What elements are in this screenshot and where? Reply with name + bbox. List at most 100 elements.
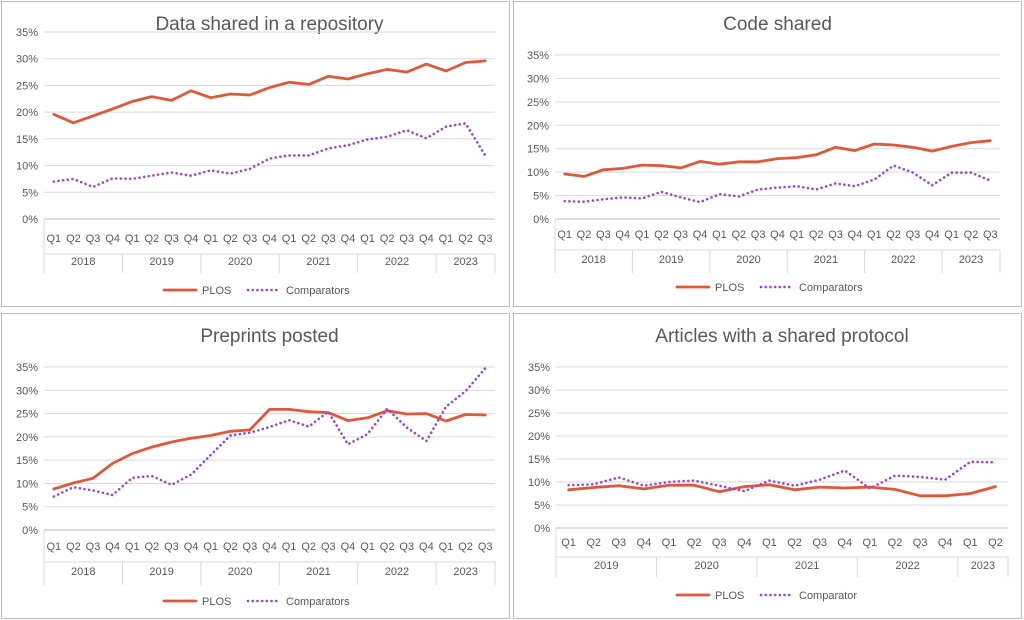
year-label: 2021 xyxy=(814,254,838,266)
chart-preprints-svg: Preprints posted 0% 5% 10% 15% 20% 25% 30% 35% Q1… xyxy=(16,326,496,608)
x-tick-label: Q4 xyxy=(184,233,199,245)
year-label: 2020 xyxy=(228,566,252,578)
chart-data-shared-svg: Data shared in a repository 0% 5% 10% 15% 20%… xyxy=(16,14,496,297)
y-tick-label: 35% xyxy=(528,362,550,374)
x-tick-label: Q3 xyxy=(321,233,336,245)
x-tick-label: Q4 xyxy=(848,229,863,241)
year-label: 2020 xyxy=(228,256,252,268)
y-tick-label: 25% xyxy=(16,409,38,421)
x-tick-label: Q3 xyxy=(399,541,414,553)
series-line-plos xyxy=(563,139,992,178)
x-tick-label: Q1 xyxy=(762,537,777,549)
year-label: 2019 xyxy=(659,254,683,266)
x-tick-label: Q3 xyxy=(983,229,998,241)
x-tick-label: Q2 xyxy=(458,233,473,245)
x-tick-label: Q3 xyxy=(86,233,101,245)
y-tick-label: 30% xyxy=(16,54,38,66)
x-tick-label: Q2 xyxy=(223,541,238,553)
y-tick-label: 20% xyxy=(16,107,38,119)
chart-panel-protocol: Articles with a shared protocol 0% 5% 10% 15… xyxy=(513,313,1022,619)
x-tick-label: Q4 xyxy=(262,233,277,245)
chart-panel-code-shared: Code shared 0% 5% 10% 15% 20% 25% 30% 35% Q1 Q2 Q3 Q… xyxy=(513,1,1022,307)
y-tick-label: 30% xyxy=(16,385,38,397)
y-tick-label: 5% xyxy=(22,187,38,199)
legend-label: Comparator xyxy=(799,590,857,602)
x-tick-label: Q2 xyxy=(66,233,81,245)
year-label: 2022 xyxy=(385,256,409,268)
x-tick-label: Q3 xyxy=(913,537,928,549)
x-tick-label: Q3 xyxy=(712,537,727,549)
x-tick-label: Q1 xyxy=(439,541,454,553)
y-tick-label: 35% xyxy=(527,50,549,62)
x-tick-label: Q3 xyxy=(611,537,626,549)
x-tick-label: Q4 xyxy=(419,233,434,245)
series-line-comparators xyxy=(52,367,487,498)
x-tick-label: Q4 xyxy=(925,229,940,241)
y-tick-label: 5% xyxy=(22,502,38,514)
y-tick-label: 35% xyxy=(16,362,38,374)
x-tick-label: Q2 xyxy=(886,229,901,241)
legend-label: PLOS xyxy=(715,282,744,294)
x-tick-label: Q3 xyxy=(828,229,843,241)
x-tick-label: Q3 xyxy=(164,233,179,245)
x-tick-label: Q3 xyxy=(596,229,611,241)
x-tick-label: Q2 xyxy=(731,229,746,241)
x-tick-label: Q1 xyxy=(963,537,978,549)
x-tick-label: Q1 xyxy=(125,541,140,553)
x-tick-label: Q4 xyxy=(184,541,199,553)
y-tick-label: 0% xyxy=(22,525,38,537)
x-tick-label: Q2 xyxy=(66,541,81,553)
x-tick-label: Q3 xyxy=(321,541,336,553)
chart-title: Preprints posted xyxy=(200,326,338,347)
y-tick-label: 15% xyxy=(16,134,38,146)
y-tick-label: 35% xyxy=(16,27,38,39)
chart-panel-preprints: Preprints posted 0% 5% 10% 15% 20% 25% 30% 35% Q1… xyxy=(1,313,510,619)
x-tick-label: Q4 xyxy=(105,541,120,553)
x-tick-label: Q1 xyxy=(360,233,375,245)
year-label: 2021 xyxy=(795,560,819,572)
x-tick-label: Q2 xyxy=(301,233,316,245)
x-tick-label: Q3 xyxy=(478,233,493,245)
x-tick-label: Q2 xyxy=(145,541,160,553)
x-tick-label: Q3 xyxy=(399,233,414,245)
y-tick-label: 20% xyxy=(16,432,38,444)
y-tick-label: 15% xyxy=(527,144,549,156)
y-tick-label: 10% xyxy=(527,167,549,179)
x-tick-label: Q3 xyxy=(673,229,688,241)
x-tick-label: Q1 xyxy=(282,233,297,245)
x-tick-label: Q2 xyxy=(654,229,669,241)
y-tick-label: 25% xyxy=(16,80,38,92)
year-label: 2022 xyxy=(891,254,915,266)
x-tick-label: Q4 xyxy=(693,229,708,241)
x-tick-label: Q1 xyxy=(790,229,805,241)
x-tick-label: Q4 xyxy=(341,233,356,245)
year-label: 2020 xyxy=(694,560,718,572)
x-tick-label: Q2 xyxy=(964,229,979,241)
year-label: 2022 xyxy=(895,560,919,572)
y-tick-label: 30% xyxy=(527,73,549,85)
x-tick-label: Q2 xyxy=(458,541,473,553)
x-tick-label: Q2 xyxy=(687,537,702,549)
x-tick-label: Q2 xyxy=(787,537,802,549)
x-tick-label: Q3 xyxy=(243,541,258,553)
x-tick-label: Q2 xyxy=(988,537,1003,549)
y-tick-label: 15% xyxy=(528,454,550,466)
chart-title: Data shared in a repository xyxy=(155,14,384,35)
x-tick-label: Q1 xyxy=(46,233,61,245)
x-tick-label: Q1 xyxy=(867,229,882,241)
legend-label: Comparators xyxy=(799,282,863,294)
year-label: 2023 xyxy=(453,256,477,268)
y-tick-label: 15% xyxy=(16,455,38,467)
year-label: 2019 xyxy=(594,560,618,572)
y-tick-label: 20% xyxy=(527,120,549,132)
y-tick-label: 0% xyxy=(22,214,38,226)
chart-protocol-svg: Articles with a shared protocol 0% 5% 10% 15… xyxy=(528,326,1009,602)
x-tick-label: Q4 xyxy=(737,537,752,549)
y-tick-label: 10% xyxy=(16,161,38,173)
x-tick-label: Q1 xyxy=(203,233,218,245)
x-tick-label: Q2 xyxy=(380,233,395,245)
x-tick-label: Q4 xyxy=(770,229,785,241)
x-tick-label: Q4 xyxy=(341,541,356,553)
x-tick-label: Q2 xyxy=(380,541,395,553)
x-tick-label: Q3 xyxy=(86,541,101,553)
